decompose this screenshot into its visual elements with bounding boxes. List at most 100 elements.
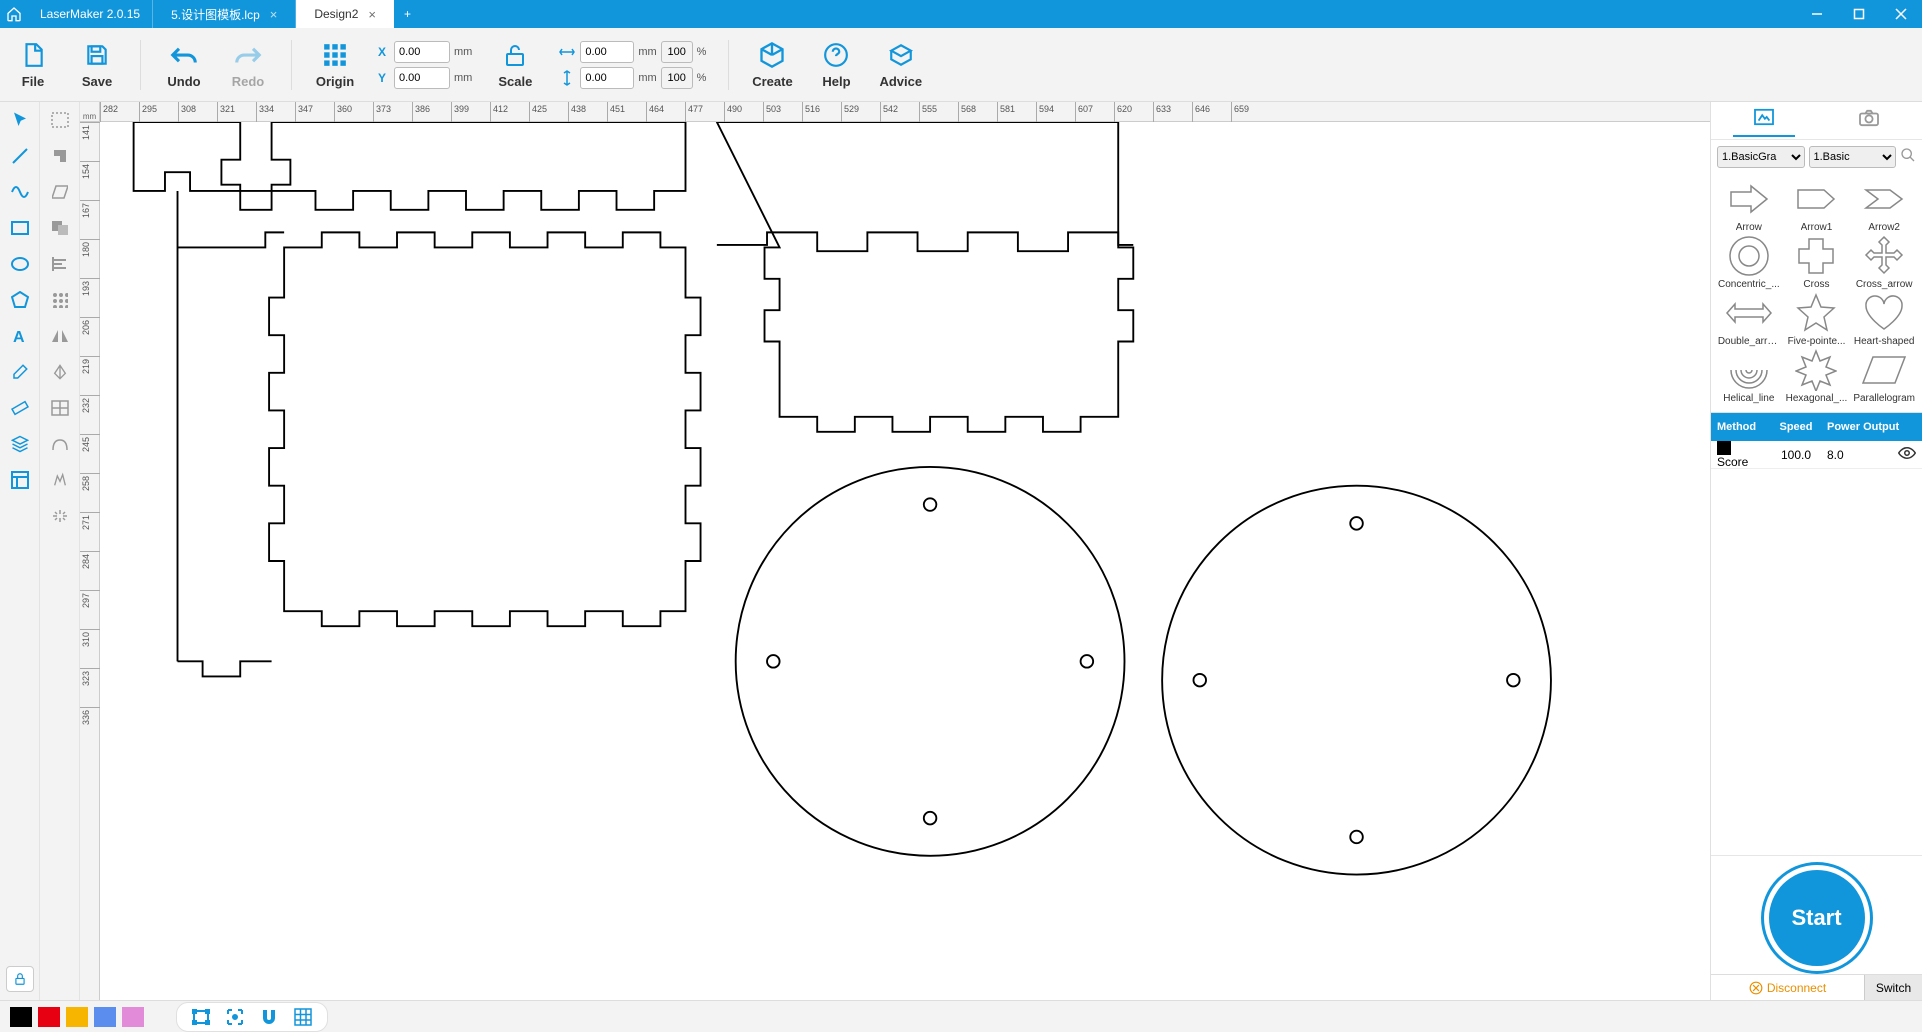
start-button[interactable]: Start [1769,870,1865,966]
shape-item[interactable]: Helical_line [1717,349,1781,404]
path-edit-tool[interactable] [48,468,72,492]
shape-name-label: Cross_arrow [1856,279,1913,290]
search-icon[interactable] [1900,147,1916,168]
shape-name-label: Concentric_... [1718,279,1780,290]
tab-label: Design2 [314,7,358,21]
align-tool[interactable] [48,252,72,276]
horizontal-ruler: 2822953083213343473603733863994124254384… [100,102,1710,122]
coordinate-inputs: X mm Y mm [378,41,472,89]
scale-label: Scale [498,74,532,89]
shape-name-label: Five-pointe... [1788,336,1846,347]
y-input[interactable] [394,67,450,89]
ellipse-tool[interactable] [8,252,32,276]
close-icon[interactable]: × [368,7,376,22]
layers-tool[interactable] [8,432,32,456]
shape-item[interactable]: Hexagonal_... [1785,349,1849,404]
create-label: Create [752,74,792,89]
shape-item[interactable]: Cross_arrow [1852,235,1916,290]
select-tool[interactable] [8,108,32,132]
width-pct-input[interactable]: 100 [661,41,693,63]
burst-tool[interactable] [48,504,72,528]
magnet-tool[interactable] [259,1007,279,1027]
color-swatch[interactable] [38,1007,60,1027]
union-tool[interactable] [48,216,72,240]
distribute-tool[interactable] [48,396,72,420]
shape-item[interactable]: Arrow2 [1852,178,1916,233]
shape-item[interactable]: Five-pointe... [1785,292,1849,347]
close-icon[interactable]: × [270,7,278,22]
right-panel: 1.BasicGra 1.Basic ArrowArrow1 Arrow2 Conc… [1710,102,1922,1000]
shape-item[interactable]: Cross [1785,235,1849,290]
create-button[interactable]: Create [751,40,793,89]
height-pct-input[interactable]: 100 [661,67,693,89]
canvas-area[interactable]: mm 2822953083213343473603733863994124254… [80,102,1710,1000]
add-tab-button[interactable]: + [394,0,421,28]
bounds-tool[interactable] [191,1007,211,1027]
close-button[interactable] [1880,0,1922,28]
minimize-button[interactable] [1796,0,1838,28]
layer-row[interactable]: Score 100.0 8.0 [1711,441,1922,469]
undo-label: Undo [167,74,200,89]
tab-document-2[interactable]: Design2 × [296,0,394,28]
canvas[interactable] [100,122,1710,1000]
redo-button[interactable]: Redo [227,40,269,89]
artboard-tool[interactable] [8,468,32,492]
grid-toggle[interactable] [293,1007,313,1027]
main-toolbar: File Save Undo Redo Origin X mm Y mm Sca… [0,28,1922,102]
width-input[interactable] [580,41,634,63]
measure-tool[interactable] [8,396,32,420]
shapes-panel-tab[interactable] [1733,104,1795,137]
shape-name-label: Arrow2 [1868,222,1900,233]
maximize-button[interactable] [1838,0,1880,28]
shape-library-grid: ArrowArrow1 Arrow2 Concentric_... Cross Cros… [1711,174,1922,408]
visibility-icon[interactable] [1898,446,1916,463]
shape-fill-tool[interactable] [48,144,72,168]
x-input[interactable] [394,41,450,63]
lock-toggle[interactable] [6,966,34,992]
help-button[interactable]: Help [815,40,857,89]
save-button[interactable]: Save [76,40,118,89]
undo-button[interactable]: Undo [163,40,205,89]
polygon-tool[interactable] [8,288,32,312]
file-button[interactable]: File [12,40,54,89]
layer-table: Method Speed Power Output Score 100.0 8.… [1711,412,1922,469]
grid-dots-tool[interactable] [48,288,72,312]
shape-item[interactable]: Concentric_... [1717,235,1781,290]
color-swatch[interactable] [10,1007,32,1027]
color-swatch[interactable] [122,1007,144,1027]
focus-tool[interactable] [225,1007,245,1027]
scale-button[interactable]: Scale [494,40,536,89]
shape-item[interactable]: Heart-shaped [1852,292,1916,347]
layer-power: 8.0 [1827,448,1844,462]
redo-icon [233,40,263,70]
shape-item[interactable]: Arrow1 [1785,178,1849,233]
mirror-tool[interactable] [48,324,72,348]
color-swatch[interactable] [94,1007,116,1027]
height-input[interactable] [580,67,634,89]
height-icon [558,70,576,86]
shape-subcategory-select[interactable]: 1.Basic [1809,146,1897,168]
tab-document-1[interactable]: 5.设计图模板.lcp × [153,0,296,28]
rectangle-tool[interactable] [8,216,32,240]
marquee-tool[interactable] [48,108,72,132]
shape-item[interactable]: Double_arrow [1717,292,1781,347]
outline-tool[interactable] [48,432,72,456]
switch-button[interactable]: Switch [1864,975,1922,1000]
eraser-tool[interactable] [8,360,32,384]
advice-button[interactable]: Advice [879,40,922,89]
shape-category-select[interactable]: 1.BasicGra [1717,146,1805,168]
color-swatch[interactable] [66,1007,88,1027]
shape-thumbnail [1856,292,1912,334]
connection-status[interactable]: Disconnect [1711,975,1864,1000]
shape-thumbnail [1721,178,1777,220]
line-tool[interactable] [8,144,32,168]
curve-tool[interactable] [8,180,32,204]
shape-item[interactable]: Parallelogram [1852,349,1916,404]
origin-button[interactable]: Origin [314,40,356,89]
pen-tool[interactable] [48,360,72,384]
shape-item[interactable]: Arrow [1717,178,1781,233]
text-tool[interactable]: A [8,324,32,348]
skew-tool[interactable] [48,180,72,204]
camera-panel-tab[interactable] [1838,105,1900,136]
home-icon[interactable] [0,6,28,22]
